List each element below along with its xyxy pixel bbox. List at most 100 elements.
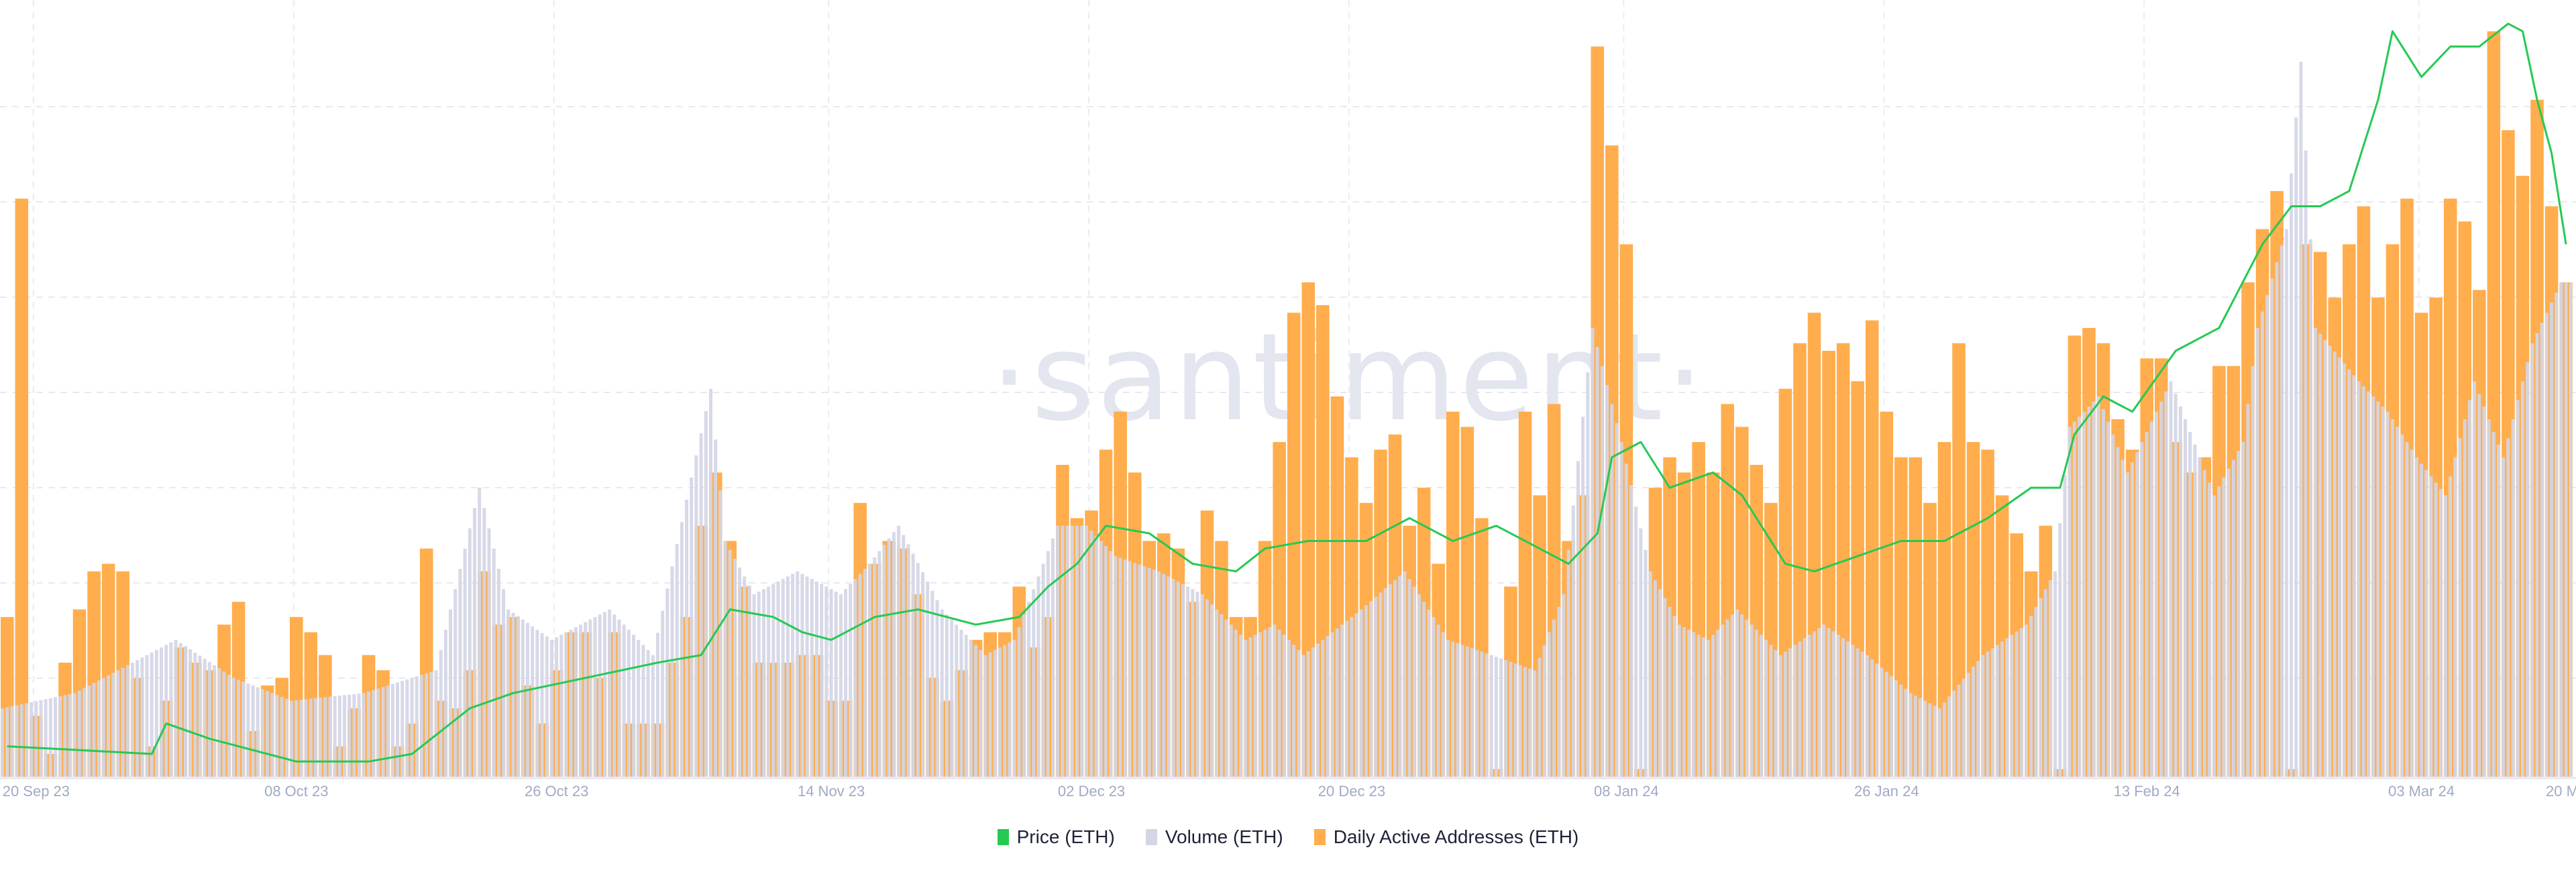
volume-bar bbox=[77, 690, 81, 777]
volume-bar bbox=[1716, 629, 1720, 777]
volume-bar bbox=[2255, 327, 2259, 777]
volume-bar bbox=[2482, 406, 2486, 777]
volume-bar bbox=[545, 636, 549, 777]
volume-bar bbox=[1750, 624, 1754, 777]
volume-bar bbox=[1547, 632, 1551, 777]
volume-bar bbox=[1904, 688, 1908, 777]
volume-bar bbox=[2237, 451, 2241, 777]
volume-bar bbox=[1427, 609, 1431, 777]
legend-label: Daily Active Addresses (ETH) bbox=[1333, 826, 1579, 847]
volume-bar bbox=[213, 665, 217, 777]
volume-bar bbox=[1133, 563, 1137, 777]
volume-bar bbox=[2564, 282, 2568, 777]
volume-bar bbox=[101, 677, 105, 777]
volume-bar bbox=[1282, 635, 1286, 777]
volume-bar bbox=[1186, 586, 1190, 777]
volume-bar bbox=[834, 592, 838, 777]
volume-bar bbox=[1615, 423, 1619, 777]
volume-bar bbox=[892, 532, 896, 777]
x-tick-label: 08 Jan 24 bbox=[1594, 783, 1659, 800]
volume-bar bbox=[1398, 576, 1402, 777]
volume-bar bbox=[2290, 173, 2294, 777]
volume-bar bbox=[222, 671, 226, 777]
volume-bar bbox=[2284, 229, 2288, 777]
legend-item-price[interactable]: Price (ETH) bbox=[997, 826, 1115, 848]
volume-bar bbox=[1836, 635, 1840, 777]
volume-bar bbox=[2314, 327, 2317, 777]
volume-bar bbox=[1928, 703, 1932, 777]
volume-bar bbox=[743, 576, 747, 777]
volume-bar bbox=[251, 685, 255, 777]
volume-bar bbox=[1051, 538, 1055, 777]
volume-bar bbox=[449, 609, 453, 777]
legend-item-volume[interactable]: Volume (ETH) bbox=[1145, 826, 1283, 848]
volume-bar bbox=[24, 703, 28, 777]
volume-bar bbox=[1297, 650, 1301, 777]
volume-bar bbox=[2535, 333, 2539, 777]
volume-bar bbox=[425, 673, 429, 777]
volume-bar bbox=[415, 676, 419, 777]
x-tick-label: 02 Dec 23 bbox=[1058, 783, 1125, 800]
volume-bar bbox=[2000, 641, 2004, 777]
santiment-watermark: ·santiment· bbox=[990, 308, 1707, 448]
volume-bar bbox=[1489, 655, 1493, 777]
volume-bar bbox=[2058, 523, 2062, 777]
volume-bar bbox=[1851, 645, 1855, 777]
volume-bar bbox=[1721, 624, 1725, 777]
volume-bar bbox=[1663, 598, 1667, 777]
volume-bar bbox=[1142, 566, 1146, 777]
volume-bar bbox=[916, 563, 920, 777]
volume-series bbox=[1, 62, 2573, 777]
volume-bar bbox=[2043, 589, 2047, 777]
volume-bar bbox=[2318, 333, 2322, 777]
volume-bar bbox=[2424, 470, 2428, 777]
volume-bar bbox=[54, 697, 58, 777]
volume-bar bbox=[1687, 629, 1691, 777]
volume-bar bbox=[863, 569, 867, 777]
volume-bar bbox=[2131, 462, 2135, 777]
volume-bar bbox=[1909, 693, 1913, 777]
volume-bar bbox=[858, 574, 862, 777]
volume-bar bbox=[805, 576, 809, 777]
volume-bar bbox=[1745, 619, 1749, 777]
volume-bar bbox=[540, 633, 544, 777]
volume-bar bbox=[1061, 525, 1065, 777]
volume-bar bbox=[1263, 629, 1267, 777]
volume-bar bbox=[1629, 485, 1633, 777]
volume-bar bbox=[2410, 449, 2414, 777]
volume-bar bbox=[1012, 639, 1016, 777]
volume-bar bbox=[800, 574, 804, 777]
volume-bar bbox=[1764, 639, 1768, 777]
volume-bar bbox=[2405, 442, 2409, 777]
volume-bar bbox=[1557, 606, 1561, 777]
volume-bar bbox=[2443, 495, 2447, 777]
volume-bar bbox=[516, 616, 520, 777]
volume-bar bbox=[959, 629, 963, 777]
volume-bar bbox=[1923, 700, 1927, 777]
volume-bar bbox=[728, 549, 732, 777]
volume-bar bbox=[902, 535, 906, 777]
legend-item-daily-active-addresses[interactable]: Daily Active Addresses (ETH) bbox=[1313, 826, 1579, 848]
volume-bar bbox=[15, 705, 19, 777]
volume-bar bbox=[2082, 411, 2086, 777]
volume-bar bbox=[1075, 525, 1079, 777]
volume-bar bbox=[313, 698, 317, 777]
volume-bar bbox=[2212, 495, 2216, 777]
volume-bar bbox=[2135, 452, 2139, 777]
volume-bar bbox=[2005, 638, 2009, 777]
volume-bar bbox=[593, 616, 597, 777]
volume-bar bbox=[1976, 661, 1980, 777]
volume-bar bbox=[2540, 323, 2544, 777]
volume-bar bbox=[844, 589, 848, 777]
volume-bar bbox=[463, 548, 467, 777]
volume-bar bbox=[299, 700, 303, 777]
volume-bar bbox=[39, 700, 43, 777]
volume-bar bbox=[2371, 396, 2375, 777]
volume-bar bbox=[1171, 579, 1175, 777]
volume-bar bbox=[2217, 486, 2221, 777]
volume-bar bbox=[665, 588, 669, 777]
volume-bar bbox=[1533, 670, 1537, 777]
volume-bar bbox=[1253, 635, 1257, 777]
volume-bar bbox=[738, 567, 742, 777]
volume-bar bbox=[1899, 684, 1903, 777]
